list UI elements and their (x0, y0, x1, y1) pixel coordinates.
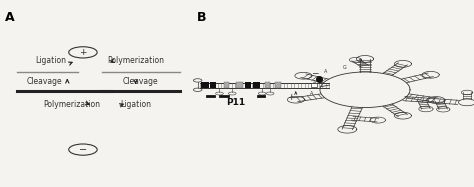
Text: Cleavage: Cleavage (122, 77, 158, 86)
Bar (245, 82, 251, 88)
Text: A: A (324, 69, 328, 74)
Bar (224, 82, 229, 88)
Text: Ligation: Ligation (121, 100, 152, 109)
Text: Cleavage: Cleavage (27, 77, 62, 86)
Text: Ligation: Ligation (36, 56, 66, 65)
Bar (253, 82, 260, 88)
Bar (265, 82, 270, 88)
Text: A: A (312, 80, 316, 85)
Text: A: A (310, 91, 313, 96)
Text: −: − (311, 68, 319, 77)
Bar (201, 82, 209, 88)
Text: P11: P11 (227, 98, 246, 107)
Text: A: A (5, 11, 14, 24)
Text: Polymerization: Polymerization (44, 100, 100, 109)
Text: B: B (197, 11, 206, 24)
Bar (210, 82, 216, 88)
Bar (236, 82, 243, 88)
Bar (275, 82, 281, 88)
Text: G: G (342, 65, 346, 70)
Text: +: + (287, 93, 295, 102)
Text: −: − (79, 145, 87, 155)
Text: Polymerization: Polymerization (107, 56, 164, 65)
Text: +: + (79, 48, 87, 57)
Bar (311, 83, 317, 87)
